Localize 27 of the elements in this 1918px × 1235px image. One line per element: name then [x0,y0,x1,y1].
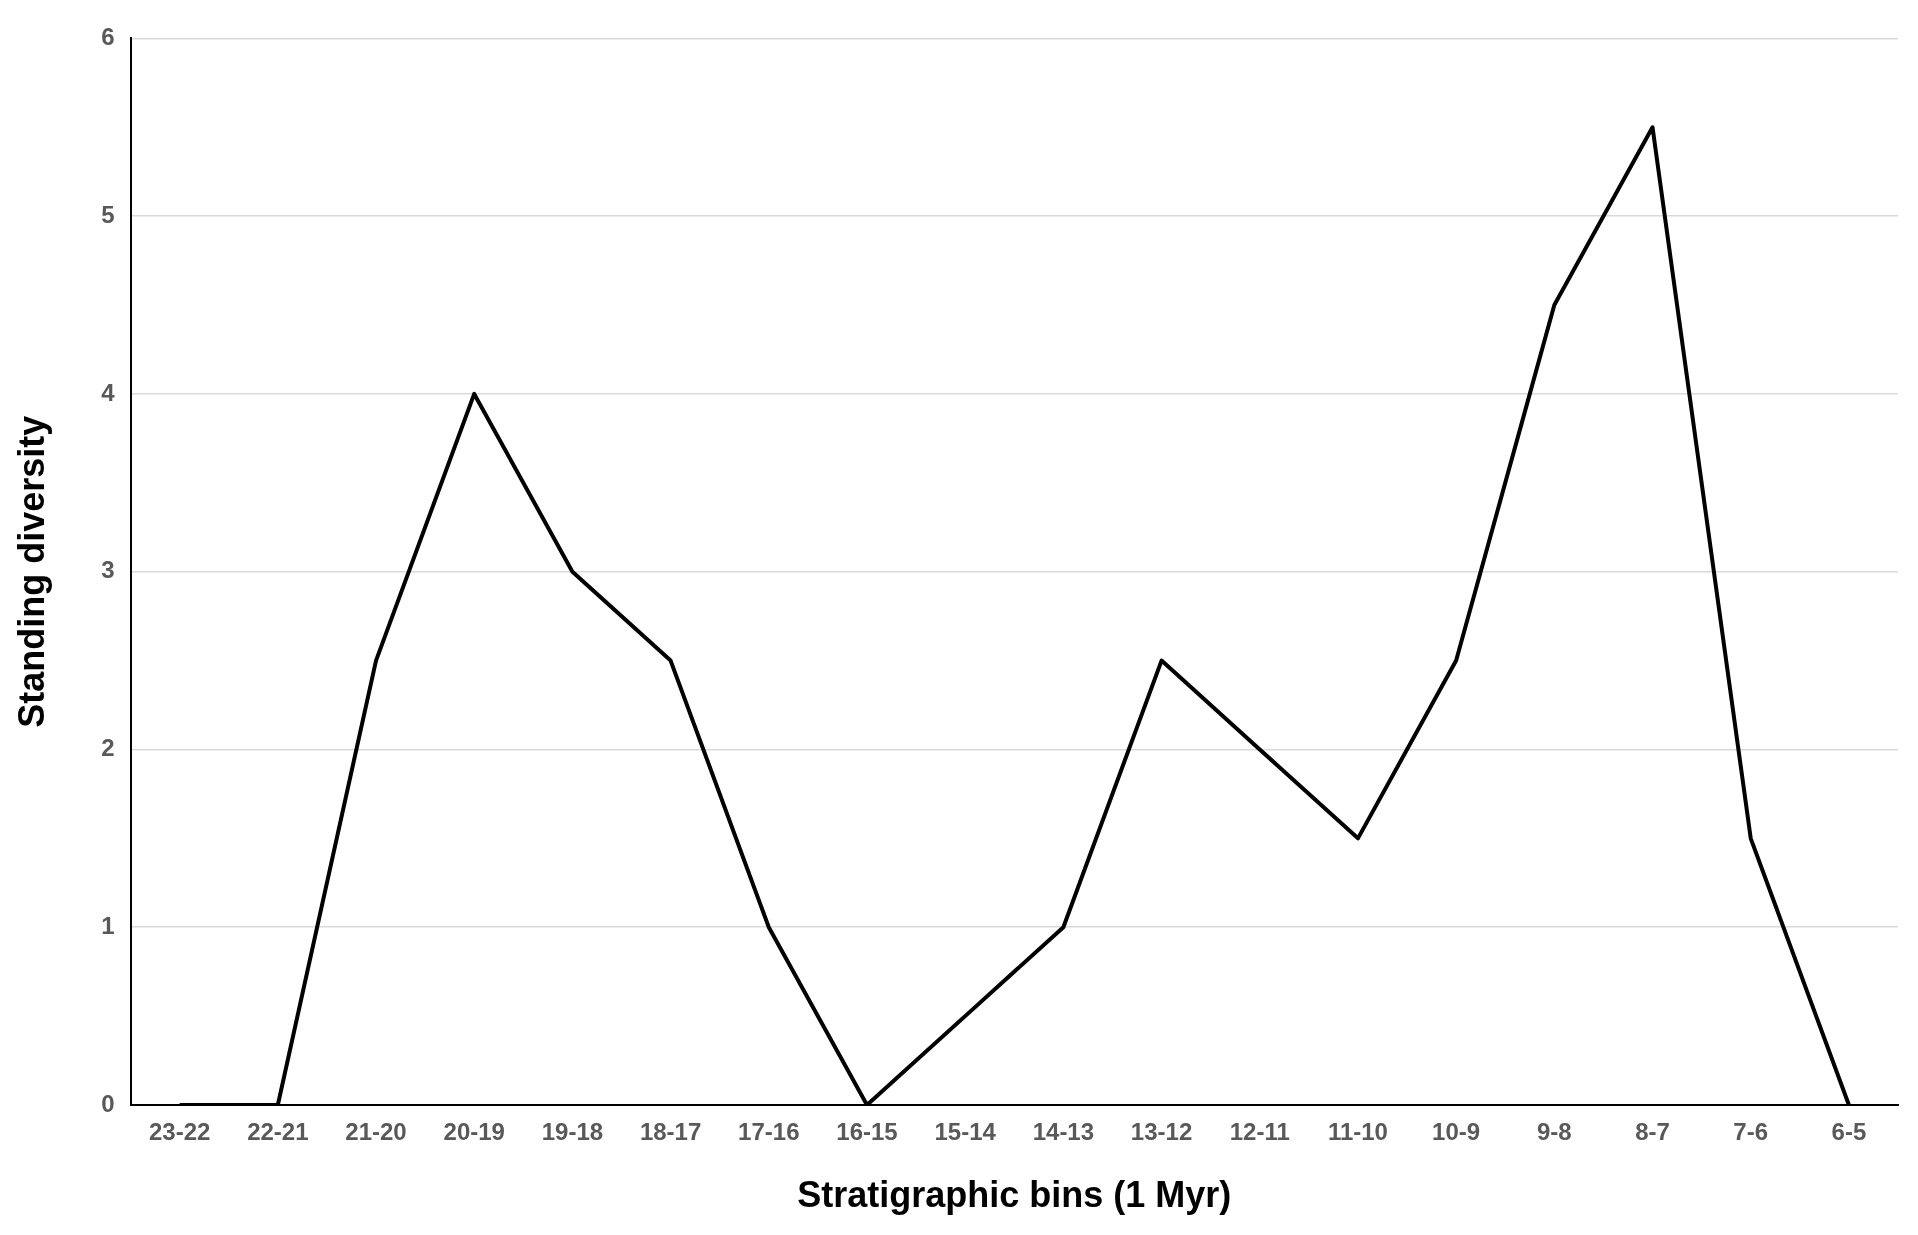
x-tick-label: 13-12 [1130,1118,1193,1146]
y-tick-label: 2 [101,734,115,762]
x-tick-label: 22-21 [247,1118,309,1146]
x-tick-label: 9-8 [1536,1118,1572,1146]
y-tick-label: 4 [101,378,116,406]
x-tick-label: 11-10 [1327,1118,1388,1146]
x-tick-label: 6-5 [1831,1118,1867,1146]
y-tick-label: 3 [101,556,115,584]
x-tick-label: 12-11 [1229,1118,1290,1146]
y-tick-label: 0 [101,1089,115,1117]
x-axis-title: Stratigraphic bins (1 Myr) [797,1174,1232,1216]
y-tick-label: 1 [101,911,115,939]
y-axis-title: Standing diversity [10,415,52,728]
x-tick-label: 18-17 [639,1118,702,1146]
x-tick-label: 15-14 [934,1118,997,1146]
x-tick-label: 19-18 [541,1118,604,1146]
y-tick-label: 5 [101,200,115,228]
x-tick-label: 8-7 [1635,1118,1670,1146]
x-tick-label: 14-13 [1032,1118,1095,1146]
x-tick-label: 20-19 [443,1118,505,1146]
x-tick-label: 21-20 [345,1118,407,1146]
x-tick-label: 16-15 [836,1118,898,1146]
x-tick-label: 10-9 [1432,1118,1481,1146]
x-tick-label: 17-16 [738,1118,800,1146]
y-tick-label: 6 [101,23,115,51]
x-tick-label: 7-6 [1733,1118,1769,1146]
x-tick-label: 23-22 [148,1118,211,1146]
